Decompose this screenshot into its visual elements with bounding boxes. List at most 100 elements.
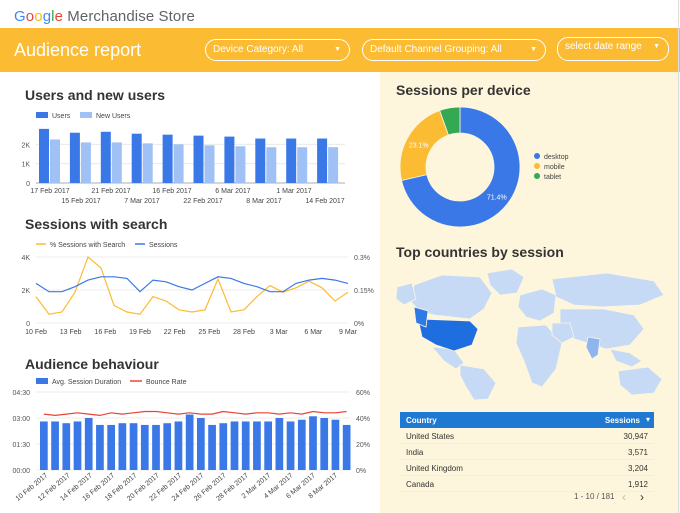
- x-tick-label: 6 Mar: [304, 329, 323, 336]
- search-chart-title: Sessions with search: [25, 216, 168, 232]
- next-page-icon[interactable]: ›: [640, 490, 644, 504]
- x-tick-label: 17 Feb 2017: [30, 188, 69, 195]
- table-body: United States 30,947 India 3,571 United King…: [400, 428, 654, 492]
- session-duration-bar: [331, 419, 340, 470]
- legend-label-bounce: Bounce Rate: [146, 379, 187, 386]
- australia-region: [617, 366, 663, 396]
- session-duration-bar: [118, 423, 127, 470]
- previous-page-icon[interactable]: ‹: [622, 490, 626, 504]
- country-cell: Canada: [406, 480, 435, 489]
- india-region: [585, 336, 601, 360]
- legend-label-search-pct: % Sessions with Search: [50, 242, 125, 249]
- new-users-bar: [142, 143, 153, 183]
- session-duration-bar: [208, 424, 216, 470]
- session-duration-bar: [320, 418, 329, 470]
- y-right-tick-label: 0%: [356, 468, 366, 475]
- x-tick-label: 22 Feb 2017: [183, 198, 222, 205]
- table-row[interactable]: United States 30,947: [400, 428, 654, 444]
- session-duration-bar: [275, 418, 284, 470]
- x-tick-label: 25 Feb: [198, 329, 220, 336]
- users-bar: [286, 138, 297, 183]
- sessions-device-donut-chart: 71.4% 23.1% desktop mobile tablet: [399, 106, 569, 228]
- country-cell: United Kingdom: [406, 464, 463, 473]
- sessions-cell: 3,204: [627, 464, 648, 473]
- legend-label-desktop: desktop: [544, 154, 569, 161]
- new-users-bar: [80, 142, 91, 183]
- legend-label-duration: Avg. Session Duration: [52, 379, 121, 386]
- legend-dot-tablet: [534, 173, 540, 179]
- session-duration-bar: [264, 421, 272, 470]
- legend-label-mobile: mobile: [544, 164, 565, 171]
- x-tick-label: 22 Feb: [164, 329, 186, 336]
- asia-region: [559, 308, 645, 350]
- desktop-slice: [401, 106, 521, 228]
- users-bar: [255, 138, 266, 183]
- y-right-tick-label: 20%: [356, 442, 370, 449]
- new-users-bar: [173, 144, 184, 183]
- session-duration-bar: [73, 421, 82, 470]
- y-left-tick-label: 01:30: [12, 442, 30, 449]
- device-category-filter[interactable]: Device Category: All ▼: [205, 39, 350, 61]
- session-duration-bar: [107, 424, 115, 470]
- legend-swatch-new-users: [80, 112, 92, 118]
- x-tick-label: 19 Feb: [129, 329, 151, 336]
- sessions-search-line-chart: % Sessions with Search Sessions 0 0% 2K 0.15%…: [21, 242, 373, 336]
- united-states-region: [417, 318, 479, 352]
- new-users-bar: [266, 147, 277, 183]
- y-right-tick-label: 0%: [354, 321, 364, 328]
- report-header: Audience report Device Category: All ▼ D…: [0, 28, 680, 72]
- session-duration-bar: [219, 423, 228, 470]
- middle-east-region: [551, 322, 575, 344]
- world-geo-map[interactable]: [392, 265, 672, 400]
- x-tick-label: 6 Mar 2017: [215, 188, 251, 195]
- table-row[interactable]: United Kingdom 3,204: [400, 460, 654, 476]
- users-bar: [317, 138, 328, 183]
- southeast-asia-region: [609, 348, 643, 368]
- session-duration-bar: [185, 414, 194, 470]
- pager-range: 1 - 10 / 181: [574, 492, 615, 501]
- x-tick-label: 13 Feb: [60, 329, 82, 336]
- users-bar: [100, 131, 111, 183]
- session-duration-bar: [84, 418, 93, 470]
- session-duration-bar: [163, 423, 172, 470]
- x-tick-label: 16 Feb: [94, 329, 116, 336]
- legend-label-sessions: Sessions: [149, 242, 178, 249]
- new-users-bar: [235, 146, 246, 183]
- legend-swatch-users: [36, 112, 48, 118]
- mexico-region: [431, 346, 465, 370]
- sessions-column-header[interactable]: Sessions: [604, 416, 640, 425]
- country-cell: United States: [406, 432, 455, 441]
- legend-label-users: Users: [52, 113, 71, 120]
- users-bar: [69, 132, 80, 183]
- x-tick-label: 7 Mar 2017: [124, 198, 160, 205]
- sessions-line: [35, 276, 349, 293]
- sessions-cell: 1,912: [627, 480, 648, 489]
- new-users-bar: [297, 147, 308, 183]
- sessions-cell: 30,947: [623, 432, 648, 441]
- new-users-bar: [50, 139, 60, 183]
- audience-behaviour-combo-chart: Avg. Session Duration Bounce Rate 00:00 0% 0…: [12, 378, 370, 503]
- country-column-header[interactable]: Country: [406, 416, 437, 425]
- russia-region: [551, 272, 665, 308]
- session-duration-bar: [62, 423, 71, 470]
- y-right-tick-label: 60%: [356, 390, 370, 397]
- date-range-picker[interactable]: select date range ▼: [557, 37, 669, 61]
- table-row[interactable]: India 3,571: [400, 444, 654, 460]
- session-duration-bar: [51, 421, 59, 470]
- x-tick-label: 9 Mar: [339, 329, 358, 336]
- date-range-label: select date range: [565, 41, 642, 52]
- users-bar: [131, 133, 142, 183]
- y-left-tick-label: 4K: [21, 255, 30, 262]
- x-tick-label: 16 Feb 2017: [152, 188, 191, 195]
- legend-dot-desktop: [534, 153, 540, 159]
- page-title: Audience report: [14, 40, 142, 60]
- channel-grouping-filter[interactable]: Default Channel Grouping: All ▼: [362, 39, 546, 61]
- y-left-tick-label: 00:00: [12, 468, 30, 475]
- x-tick-label: 1 Mar 2017: [276, 188, 312, 195]
- session-duration-bar: [286, 421, 295, 470]
- countries-table: Country Sessions ▾ United States 30,947 In…: [400, 412, 654, 492]
- table-row[interactable]: Canada 1,912: [400, 476, 654, 492]
- country-cell: India: [406, 448, 424, 457]
- session-duration-bar: [241, 421, 250, 470]
- y-left-tick-label: 04:30: [12, 390, 30, 397]
